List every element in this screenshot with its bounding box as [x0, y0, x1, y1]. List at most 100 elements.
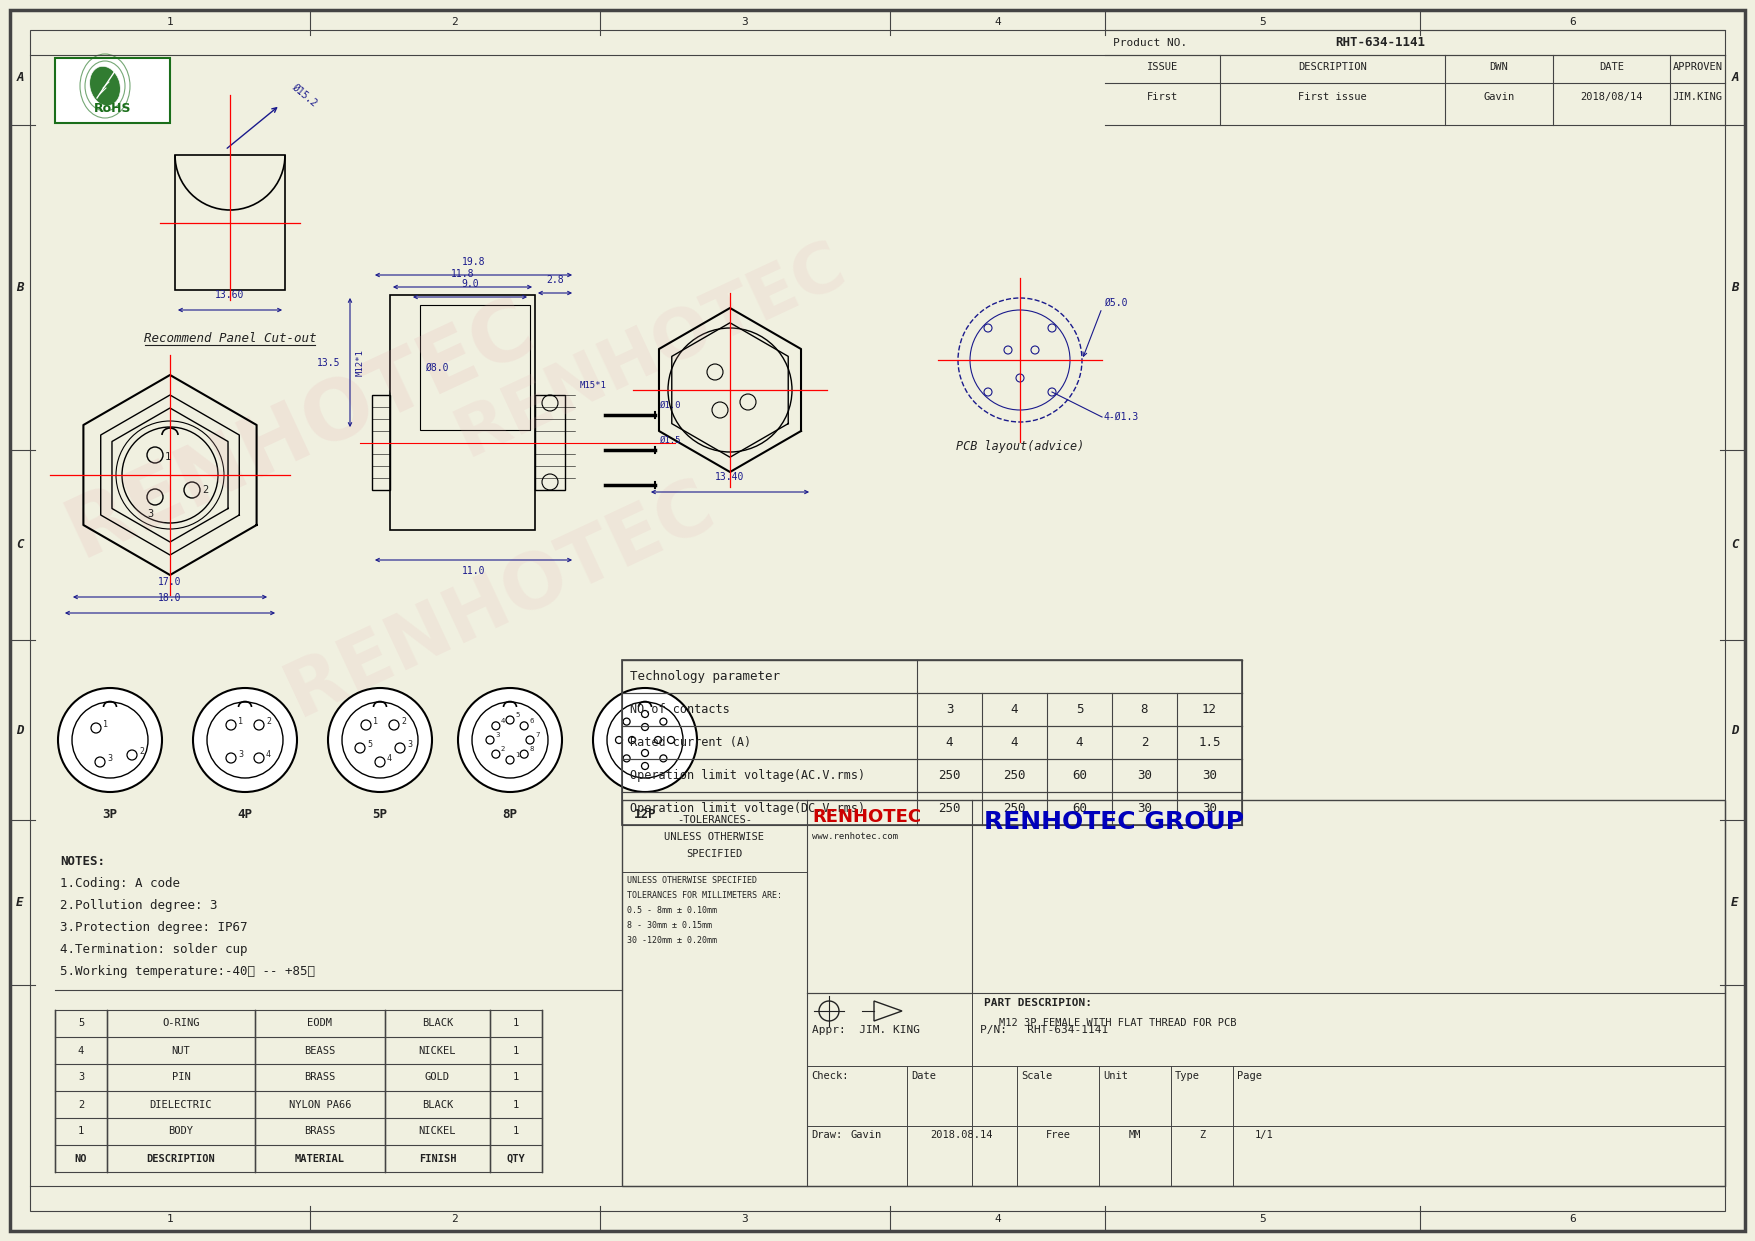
Text: 250: 250 [939, 769, 960, 782]
Bar [535, 395, 565, 490]
Text: 1: 1 [512, 1127, 519, 1137]
Text: 1: 1 [512, 1072, 519, 1082]
Text: 5P: 5P [372, 808, 388, 822]
Text: M15*1: M15*1 [579, 381, 607, 390]
Text: E: E [1730, 896, 1739, 908]
Text: RENHOTEC: RENHOTEC [53, 287, 546, 573]
Text: DESCRIPTION: DESCRIPTION [147, 1153, 216, 1164]
Text: NO: NO [75, 1153, 88, 1164]
Text: Ø5.0: Ø5.0 [1104, 298, 1127, 308]
Text: 4: 4 [77, 1045, 84, 1056]
Text: 2.8: 2.8 [546, 276, 563, 285]
Text: 7: 7 [535, 732, 539, 738]
Text: 5: 5 [1258, 1214, 1265, 1224]
Text: 13.60: 13.60 [216, 290, 244, 300]
Text: 4: 4 [267, 750, 270, 759]
Text: 5: 5 [77, 1019, 84, 1029]
Text: 8: 8 [530, 746, 534, 752]
Text: 8: 8 [1141, 702, 1148, 716]
Text: APPROVEN: APPROVEN [1673, 62, 1722, 72]
Text: O-RING: O-RING [161, 1019, 200, 1029]
Text: 8 - 30mm ± 0.15mm: 8 - 30mm ± 0.15mm [627, 921, 713, 930]
Text: NYLON PA66: NYLON PA66 [290, 1100, 351, 1109]
Text: 1.5: 1.5 [1199, 736, 1221, 750]
Text: 250: 250 [939, 802, 960, 815]
Text: 250: 250 [1004, 769, 1025, 782]
Text: 1: 1 [104, 720, 109, 728]
Text: UNLESS OTHERWISE SPECIFIED: UNLESS OTHERWISE SPECIFIED [627, 876, 756, 885]
Text: 13.40: 13.40 [716, 472, 744, 482]
Text: DATE: DATE [1599, 62, 1623, 72]
Text: Rated current (A): Rated current (A) [630, 736, 751, 750]
Text: 6: 6 [1569, 1214, 1576, 1224]
Text: 30: 30 [1137, 802, 1151, 815]
Text: 250: 250 [1004, 802, 1025, 815]
Text: RENHOTEC: RENHOTEC [813, 808, 921, 827]
Text: 1: 1 [167, 17, 174, 27]
Text: Ø8.0: Ø8.0 [425, 362, 449, 372]
Text: M12*1: M12*1 [356, 349, 365, 376]
Circle shape [58, 688, 161, 792]
Text: 4: 4 [1011, 736, 1018, 750]
Text: 2: 2 [400, 717, 405, 726]
Text: BLACK: BLACK [421, 1100, 453, 1109]
Text: 2: 2 [500, 746, 505, 752]
Text: 12P: 12P [634, 808, 656, 822]
Text: 2018/08/14: 2018/08/14 [1580, 92, 1643, 102]
Text: 0.5 - 8mm ± 0.10mm: 0.5 - 8mm ± 0.10mm [627, 906, 718, 915]
Circle shape [193, 688, 297, 792]
Text: 19.8: 19.8 [462, 257, 484, 267]
Text: 30: 30 [1202, 802, 1216, 815]
Text: 13.5: 13.5 [316, 357, 340, 367]
Text: BRASS: BRASS [304, 1072, 335, 1082]
Bar [176, 155, 284, 290]
Text: Free: Free [1046, 1131, 1071, 1140]
Text: 9.0: 9.0 [462, 279, 479, 289]
Text: 3: 3 [495, 732, 500, 738]
Circle shape [458, 688, 562, 792]
Text: 5: 5 [1076, 702, 1083, 716]
Text: ISSUE: ISSUE [1146, 62, 1178, 72]
Text: DWN: DWN [1490, 62, 1508, 72]
Text: 1: 1 [512, 1045, 519, 1056]
Text: BEASS: BEASS [304, 1045, 335, 1056]
Bar [372, 395, 390, 490]
Text: 1: 1 [512, 1100, 519, 1109]
Text: RHT-634-1141: RHT-634-1141 [1336, 36, 1425, 50]
Text: C: C [1730, 539, 1739, 551]
Text: NUT: NUT [172, 1045, 190, 1056]
Text: 30: 30 [1202, 769, 1216, 782]
Text: Ø15.2: Ø15.2 [290, 82, 319, 108]
Text: 1: 1 [374, 717, 377, 726]
Text: FINISH: FINISH [419, 1153, 456, 1164]
Text: 6: 6 [530, 717, 534, 724]
Text: JIM.KING: JIM.KING [1673, 92, 1722, 102]
Text: 1: 1 [514, 752, 519, 758]
Text: B: B [16, 280, 25, 294]
Text: 2018.08.14: 2018.08.14 [930, 1131, 993, 1140]
Text: D: D [16, 724, 25, 736]
Text: 3: 3 [742, 1214, 748, 1224]
Text: 5: 5 [1258, 17, 1265, 27]
Text: Draw:: Draw: [811, 1131, 842, 1140]
Text: 18.0: 18.0 [158, 593, 183, 603]
Text: BODY: BODY [168, 1127, 193, 1137]
Text: 2: 2 [1141, 736, 1148, 750]
Text: 3: 3 [107, 755, 112, 763]
Text: First issue: First issue [1299, 92, 1367, 102]
Text: 11.8: 11.8 [451, 269, 474, 279]
Text: 1: 1 [239, 717, 242, 726]
Text: MATERIAL: MATERIAL [295, 1153, 346, 1164]
Text: 5: 5 [514, 712, 519, 719]
Text: 3: 3 [742, 17, 748, 27]
Text: 4: 4 [388, 755, 391, 763]
Text: 4: 4 [993, 17, 1000, 27]
Text: 3: 3 [147, 509, 153, 519]
Text: Gavin: Gavin [1483, 92, 1515, 102]
Text: 2: 2 [451, 1214, 458, 1224]
Text: 4P: 4P [237, 808, 253, 822]
Text: 3.Protection degree: IP67: 3.Protection degree: IP67 [60, 921, 247, 934]
Text: Ø1.5: Ø1.5 [660, 436, 681, 446]
Text: Appr:  JIM. KING: Appr: JIM. KING [813, 1025, 920, 1035]
Text: Check:: Check: [811, 1071, 848, 1081]
